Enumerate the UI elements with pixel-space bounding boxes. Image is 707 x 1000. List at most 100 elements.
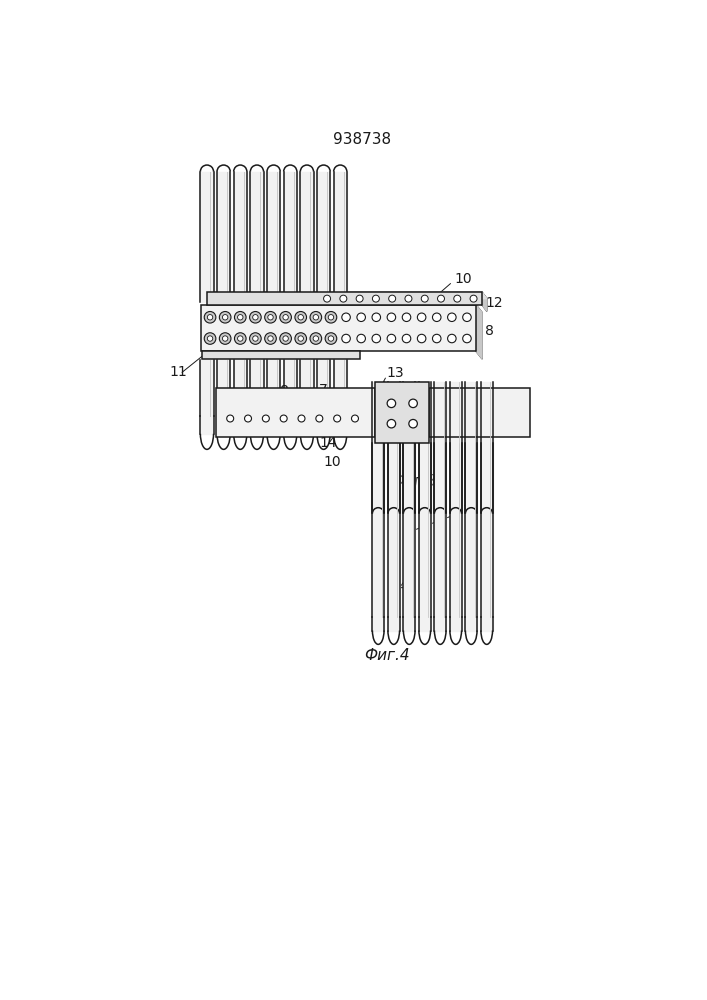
Circle shape [252,315,258,320]
Polygon shape [207,292,486,299]
Circle shape [262,415,269,422]
Polygon shape [334,360,347,416]
Circle shape [373,295,380,302]
Circle shape [389,295,396,302]
Polygon shape [334,416,347,434]
Polygon shape [419,617,431,631]
Circle shape [250,333,261,344]
Polygon shape [404,443,415,617]
Circle shape [341,334,351,343]
Circle shape [245,415,252,422]
Circle shape [238,315,243,320]
Polygon shape [217,360,230,416]
Circle shape [328,315,334,320]
Circle shape [417,313,426,322]
Circle shape [310,311,322,323]
Polygon shape [465,382,477,513]
Bar [202,351,360,359]
Polygon shape [250,416,264,434]
Polygon shape [465,617,477,631]
Circle shape [238,336,243,341]
Circle shape [433,334,441,343]
Circle shape [204,311,216,323]
Polygon shape [481,617,493,631]
Circle shape [448,313,456,322]
Polygon shape [317,172,330,302]
Circle shape [252,336,258,341]
Circle shape [250,311,261,323]
Polygon shape [267,416,280,434]
Circle shape [280,415,287,422]
Circle shape [264,333,276,344]
Circle shape [334,415,341,422]
Circle shape [324,295,331,302]
Circle shape [341,313,351,322]
Polygon shape [481,443,493,617]
Polygon shape [200,416,214,434]
Circle shape [313,315,319,320]
Circle shape [462,313,472,322]
Circle shape [223,336,228,341]
Circle shape [280,311,291,323]
Circle shape [448,334,456,343]
Circle shape [223,315,228,320]
Circle shape [298,415,305,422]
Polygon shape [434,382,446,513]
Circle shape [268,336,273,341]
Circle shape [310,333,322,344]
Polygon shape [217,416,230,434]
Text: 13: 13 [387,366,404,380]
Polygon shape [234,172,247,302]
Circle shape [325,333,337,344]
Polygon shape [317,416,330,434]
Text: 12: 12 [485,296,503,310]
Text: 14: 14 [320,436,337,450]
Circle shape [313,336,319,341]
Circle shape [207,315,213,320]
Circle shape [227,415,234,422]
Circle shape [470,295,477,302]
Circle shape [295,333,307,344]
Circle shape [409,399,417,408]
Circle shape [462,334,472,343]
Circle shape [295,311,307,323]
Text: 7: 7 [462,504,472,518]
Polygon shape [200,360,214,416]
Bar [201,305,476,351]
Polygon shape [373,382,384,513]
Polygon shape [267,360,280,416]
Circle shape [421,295,428,302]
Circle shape [356,295,363,302]
Polygon shape [334,172,347,302]
Circle shape [438,295,445,302]
Text: 938738: 938738 [333,132,391,147]
Polygon shape [450,617,462,631]
Text: Фиг.3: Фиг.3 [391,474,437,489]
Circle shape [454,295,461,302]
Polygon shape [434,617,446,631]
Bar [207,292,482,305]
Polygon shape [481,382,493,513]
Polygon shape [234,360,247,416]
Circle shape [268,315,273,320]
Circle shape [405,295,412,302]
Circle shape [372,334,380,343]
Text: 8: 8 [280,384,288,398]
Circle shape [219,311,231,323]
Circle shape [207,336,213,341]
Circle shape [264,311,276,323]
Bar [375,382,429,443]
Circle shape [235,311,246,323]
Circle shape [402,313,411,322]
Polygon shape [300,360,313,416]
Text: 10: 10 [454,272,472,286]
Circle shape [340,295,347,302]
Polygon shape [434,443,446,617]
Circle shape [280,333,291,344]
Circle shape [328,336,334,341]
Text: 11: 11 [170,365,187,379]
Polygon shape [250,172,264,302]
Circle shape [409,419,417,428]
Bar [216,388,375,437]
Circle shape [417,334,426,343]
